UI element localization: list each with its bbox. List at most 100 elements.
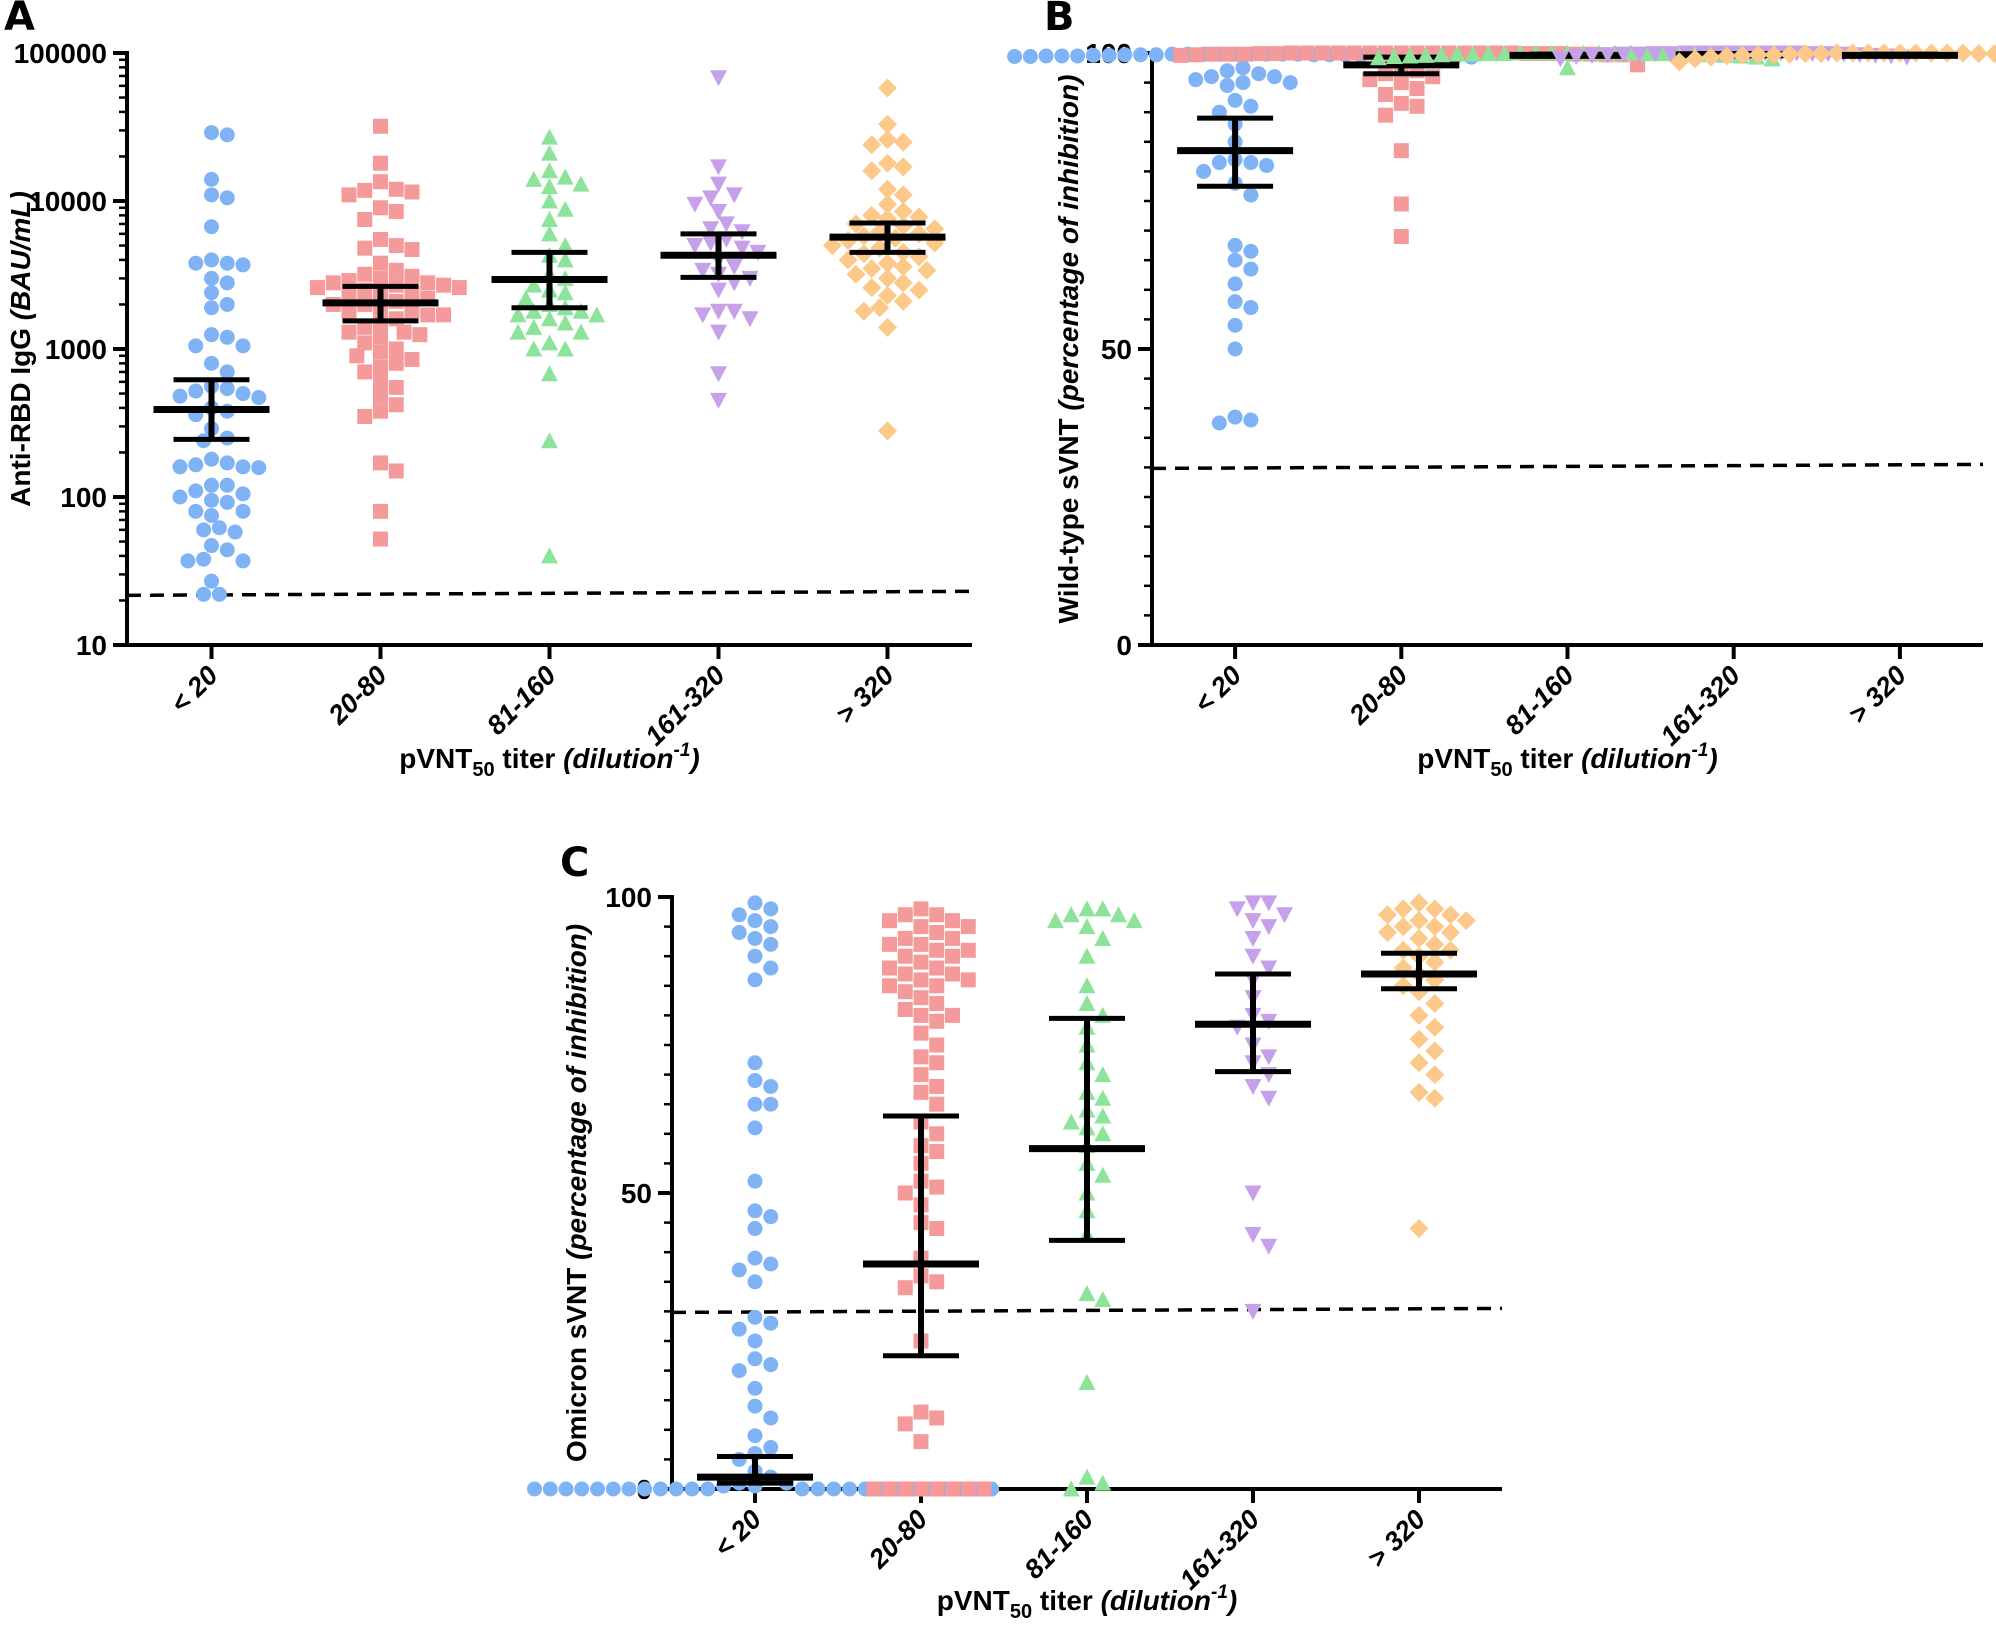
data-point [960,942,976,958]
data-point [541,225,558,242]
data-point [172,489,188,505]
data-point [1244,913,1262,930]
data-point [1780,44,1800,64]
data-point [204,219,219,235]
data-point [1393,976,1413,996]
data-point [913,1067,929,1083]
data-point [878,130,897,150]
data-point [945,1007,960,1023]
data-point [1551,51,1569,68]
data-point [541,432,558,449]
data-point [1078,1285,1096,1302]
data-point [310,280,325,296]
data-point [204,538,219,554]
x-axis-title: pVNT50 titer (dilution-1) [937,1582,1237,1623]
data-point [341,187,357,203]
data-point [1425,1041,1445,1061]
series-161-320 [1228,895,1293,1320]
y-axis-title-unit: (BAU/mL) [5,191,36,320]
data-point [960,972,976,988]
data-point [373,200,388,216]
data-point [556,168,574,185]
data-point [763,960,779,976]
panel-letter: C [560,840,589,886]
data-point [913,1481,929,1497]
data-point [870,298,890,318]
x-tick-label: > 320 [1362,1504,1432,1574]
data-point [1669,52,1689,72]
data-point [1078,947,1096,964]
y-axis-title-unit: (percentage of inhibition) [1053,75,1084,411]
data-point [882,978,897,994]
data-point [897,907,913,923]
data-point [702,221,720,238]
data-point [1409,1053,1429,1073]
data-point [893,157,913,177]
y-tick-label: 100 [605,882,652,913]
data-point [235,503,251,519]
data-point [747,1203,763,1219]
data-point [763,919,779,935]
series-81-160 [509,128,606,564]
data-point [694,262,712,279]
data-point [1393,75,1409,91]
data-point [219,542,235,558]
data-point [1717,46,1737,66]
data-point [686,196,704,213]
data-point [945,948,960,964]
data-point [1614,46,1632,63]
data-point [1260,1238,1278,1255]
data-point [945,913,960,929]
data-point [412,327,428,343]
data-point [747,1250,763,1266]
series-20-80 [310,118,467,547]
data-point [897,1416,913,1432]
data-point [1094,1125,1112,1142]
data-point [897,966,913,982]
data-point [710,70,727,87]
data-point [929,978,945,994]
data-point [854,301,874,321]
data-point [1685,49,1705,69]
data-point [1583,47,1601,64]
y-axis-title-main: Wild-type sVNT [1053,411,1084,624]
data-point [763,1256,779,1272]
data-point [710,366,727,383]
data-point [694,307,712,324]
data-point [1038,48,1054,64]
y-axis-title: Wild-type sVNT (percentage of inhibition… [1053,75,1084,624]
data-point [913,990,929,1006]
data-point [1211,415,1227,431]
data-point [436,307,451,323]
data-point [878,78,897,98]
data-point [747,1073,763,1089]
data-point [1078,977,1096,994]
x-title-superscript: -1 [674,740,691,761]
data-point [373,388,388,404]
data-point [172,459,188,475]
data-point [1188,72,1204,88]
median-error-bar [697,1453,813,1486]
data-point [710,203,727,220]
data-point [542,1481,558,1497]
data-point [404,351,420,367]
data-point [188,457,204,473]
data-point [913,919,929,935]
data-point [1094,1089,1112,1106]
data-point [1260,960,1278,977]
data-point [960,919,976,935]
data-point [235,553,251,569]
x-title-superscript: -1 [1692,740,1709,761]
data-point [893,291,913,311]
data-point [1370,49,1387,66]
data-point [1094,1107,1112,1124]
data-point [1409,928,1429,948]
data-point [1425,899,1445,919]
data-point [1393,940,1413,960]
data-point [188,503,204,519]
data-point [862,278,882,298]
data-point [251,460,267,476]
data-point [541,192,558,209]
